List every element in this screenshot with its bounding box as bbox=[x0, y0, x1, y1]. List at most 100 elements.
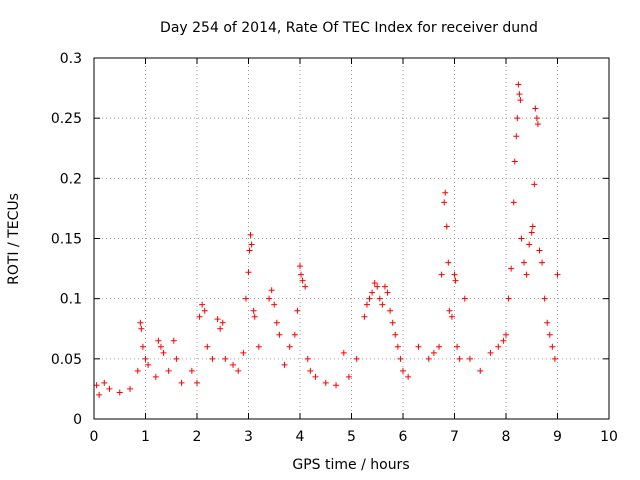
data-point bbox=[546, 331, 553, 338]
data-point bbox=[369, 289, 376, 296]
data-point bbox=[374, 283, 381, 290]
data-point bbox=[487, 349, 494, 356]
data-point bbox=[366, 295, 373, 302]
data-point bbox=[532, 105, 539, 112]
data-point bbox=[534, 121, 541, 128]
y-tick-label: 0.2 bbox=[60, 171, 82, 187]
chart-title: Day 254 of 2014, Rate Of TEC Index for r… bbox=[160, 20, 538, 36]
data-point bbox=[127, 385, 134, 392]
data-point bbox=[430, 349, 437, 356]
y-tick-label: 0.25 bbox=[51, 111, 82, 127]
data-point bbox=[438, 271, 445, 278]
data-point bbox=[152, 373, 159, 380]
data-point bbox=[392, 331, 399, 338]
data-point bbox=[508, 265, 515, 272]
data-point bbox=[454, 343, 461, 350]
data-point bbox=[446, 307, 453, 314]
data-point bbox=[165, 367, 172, 374]
data-point bbox=[333, 382, 340, 389]
data-point bbox=[533, 115, 540, 122]
data-point bbox=[456, 355, 463, 362]
data-point bbox=[106, 385, 113, 392]
data-point bbox=[322, 379, 329, 386]
data-point bbox=[445, 259, 452, 266]
data-point bbox=[160, 349, 167, 356]
data-point bbox=[549, 343, 556, 350]
data-point bbox=[271, 301, 278, 308]
y-tick-labels: 0 0.05 0.1 0.15 0.2 0.25 0.3 bbox=[51, 51, 82, 428]
data-point bbox=[93, 382, 100, 389]
x-tick-label: 7 bbox=[450, 429, 459, 445]
data-point bbox=[138, 325, 145, 332]
data-point bbox=[544, 319, 551, 326]
data-point bbox=[521, 259, 528, 266]
data-point bbox=[511, 158, 518, 165]
data-point bbox=[554, 271, 561, 278]
data-point bbox=[235, 367, 242, 374]
data-point bbox=[255, 343, 262, 350]
data-point bbox=[157, 343, 164, 350]
data-point bbox=[240, 349, 247, 356]
data-point bbox=[209, 355, 216, 362]
data-point bbox=[528, 229, 535, 236]
data-point bbox=[101, 379, 108, 386]
data-point bbox=[134, 367, 141, 374]
data-point bbox=[116, 389, 123, 396]
data-point bbox=[312, 373, 319, 380]
data-point bbox=[518, 235, 525, 242]
data-point bbox=[250, 307, 257, 314]
data-point bbox=[194, 379, 200, 386]
data-point bbox=[340, 349, 347, 356]
data-point bbox=[436, 343, 443, 350]
data-point bbox=[510, 199, 517, 206]
data-point bbox=[461, 295, 468, 302]
data-point bbox=[371, 280, 378, 287]
data-point bbox=[173, 355, 180, 362]
data-point bbox=[155, 337, 162, 344]
data-point bbox=[517, 97, 524, 104]
data-point bbox=[188, 367, 195, 374]
data-point bbox=[503, 331, 509, 338]
data-point bbox=[298, 271, 305, 278]
data-point bbox=[539, 259, 546, 266]
x-tick-label: 10 bbox=[600, 429, 618, 445]
data-point bbox=[266, 295, 273, 302]
data-point bbox=[514, 115, 521, 122]
data-point bbox=[405, 373, 412, 380]
data-point bbox=[251, 313, 258, 320]
x-tick-label: 5 bbox=[347, 429, 356, 445]
data-point bbox=[541, 295, 548, 302]
data-point bbox=[515, 81, 522, 88]
data-point bbox=[170, 337, 177, 344]
data-point bbox=[268, 287, 275, 294]
data-point bbox=[281, 361, 288, 368]
data-point bbox=[381, 283, 388, 290]
data-point bbox=[245, 269, 252, 276]
data-point bbox=[242, 295, 249, 302]
data-point bbox=[142, 355, 149, 362]
data-point bbox=[451, 271, 458, 278]
data-point bbox=[376, 295, 383, 302]
data-point bbox=[500, 337, 507, 344]
data-point bbox=[299, 277, 306, 284]
data-points bbox=[93, 81, 561, 398]
data-point bbox=[204, 343, 211, 350]
data-point bbox=[443, 223, 450, 230]
data-point bbox=[219, 319, 226, 326]
data-point bbox=[363, 301, 370, 308]
data-point bbox=[145, 361, 152, 368]
data-point bbox=[307, 367, 314, 374]
data-point bbox=[294, 307, 301, 314]
data-point bbox=[286, 343, 293, 350]
data-point bbox=[523, 271, 530, 278]
data-point bbox=[394, 343, 401, 350]
x-axis-label: GPS time / hours bbox=[292, 457, 409, 473]
grid-lines bbox=[94, 58, 609, 419]
x-tick-label: 0 bbox=[90, 429, 99, 445]
data-point bbox=[513, 133, 520, 140]
data-point bbox=[222, 355, 229, 362]
data-point bbox=[387, 307, 394, 314]
data-point bbox=[302, 283, 309, 290]
data-point bbox=[273, 319, 280, 326]
